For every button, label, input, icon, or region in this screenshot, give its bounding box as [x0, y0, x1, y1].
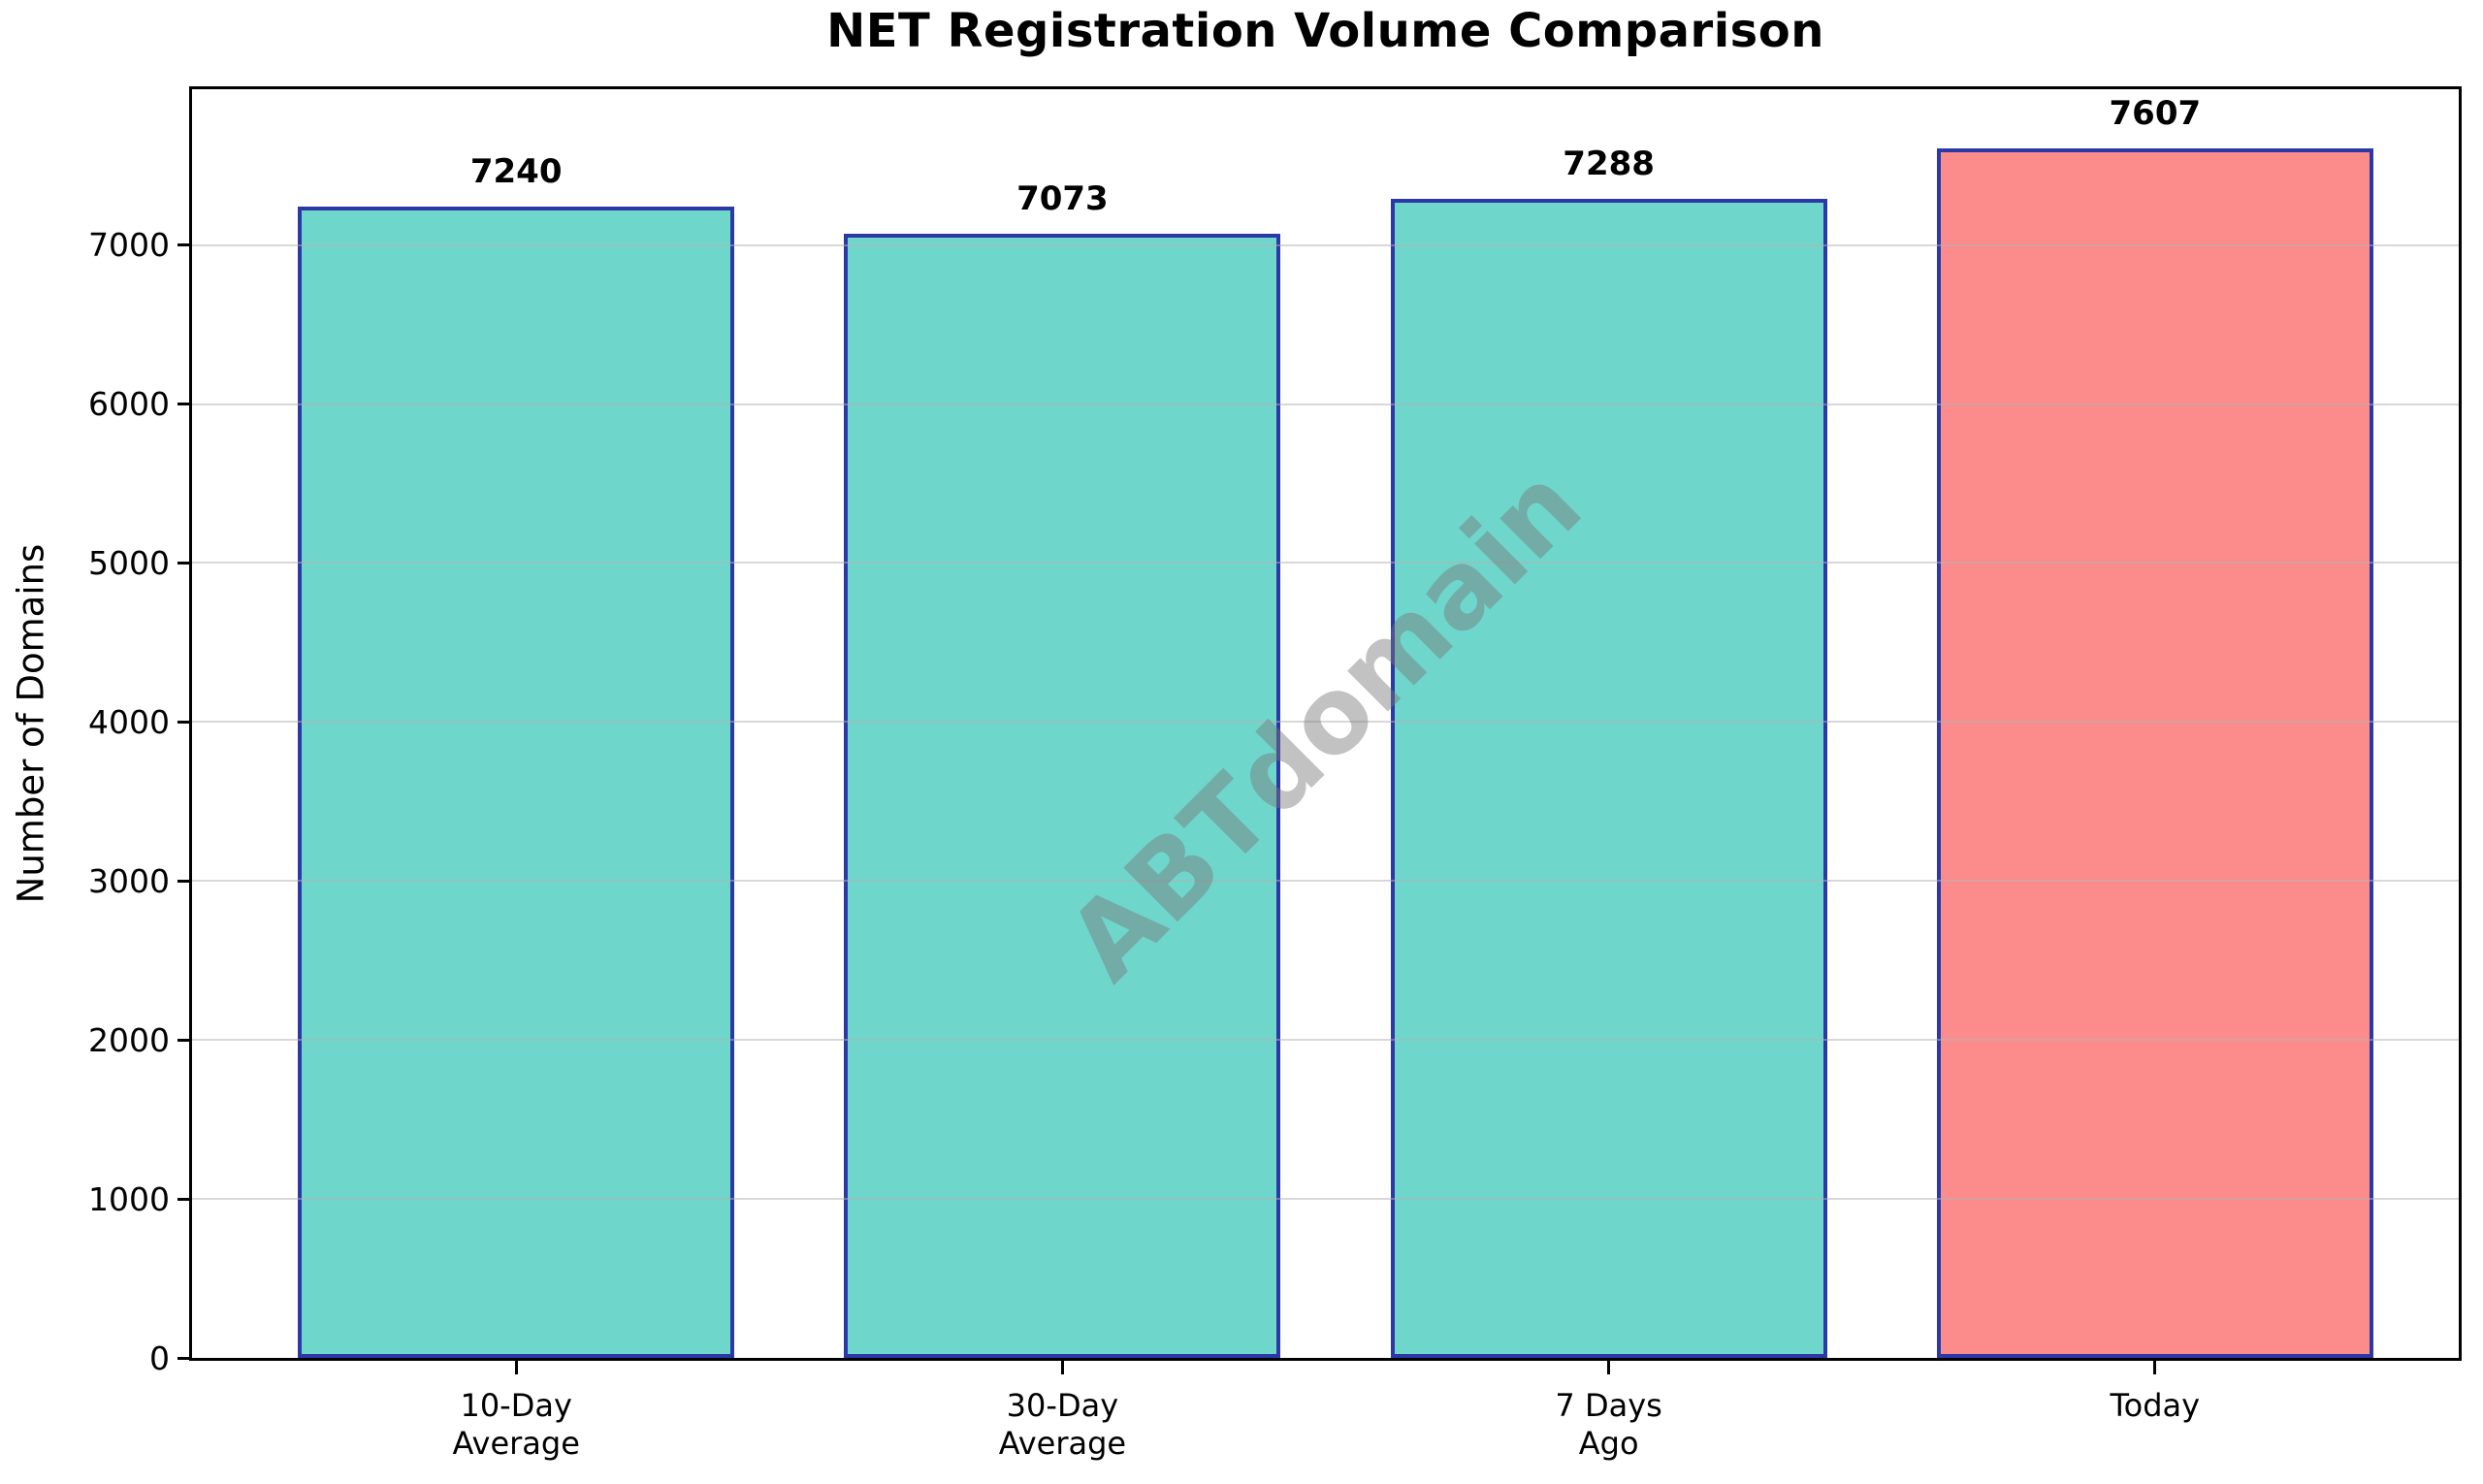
bar-group-7-days-ago: 7288 — [1390, 89, 1827, 1358]
y-tick-mark-5000 — [177, 561, 191, 565]
bar-7-days-ago — [1390, 199, 1827, 1358]
y-tick-mark-4000 — [177, 720, 191, 724]
x-tick-mark-3 — [2153, 1361, 2157, 1374]
x-tick-mark-1 — [1060, 1361, 1064, 1374]
gridline-1000 — [192, 1198, 2459, 1201]
x-tick-mark-0 — [514, 1361, 518, 1374]
gridline-2000 — [192, 1039, 2459, 1042]
x-tick-label-7-days-ago: 7 Days Ago — [1555, 1387, 1662, 1462]
gridline-7000 — [192, 243, 2459, 246]
x-tick-label-30-day-average: 30-Day Average — [998, 1387, 1127, 1462]
y-tick-mark-0 — [177, 1356, 191, 1360]
bar-group-10-day-average: 7240 — [298, 89, 735, 1358]
gridline-6000 — [192, 403, 2459, 405]
y-tick-mark-1000 — [177, 1197, 191, 1201]
y-tick-mark-6000 — [177, 403, 191, 406]
y-tick-label-1000: 1000 — [88, 1179, 170, 1218]
gridline-3000 — [192, 880, 2459, 883]
y-tick-label-7000: 7000 — [88, 226, 170, 265]
y-tick-label-6000: 6000 — [88, 385, 170, 424]
bar-value-label: 7240 — [469, 152, 563, 192]
plot-area: 7240 7073 7288 7607 ABTdomain — [189, 86, 2462, 1361]
x-tick-label-10-day-average: 10-Day Average — [452, 1387, 580, 1462]
y-tick-label-0: 0 — [149, 1339, 170, 1377]
x-tick-label-today: Today — [2110, 1387, 2201, 1424]
y-tick-mark-3000 — [177, 879, 191, 883]
y-tick-mark-7000 — [177, 243, 191, 247]
bar-value-label: 7073 — [1016, 178, 1109, 218]
gridline-5000 — [192, 562, 2459, 565]
bar-value-label: 7288 — [1563, 145, 1655, 184]
y-tick-label-2000: 2000 — [88, 1020, 170, 1059]
bar-group-today: 7607 — [1936, 89, 2373, 1358]
y-tick-label-4000: 4000 — [88, 702, 170, 741]
bar-today — [1936, 148, 2373, 1358]
chart-title: NET Registration Volume Comparison — [826, 4, 1824, 58]
gridline-4000 — [192, 721, 2459, 724]
bar-value-label: 7607 — [2109, 94, 2202, 134]
y-tick-label-3000: 3000 — [88, 861, 170, 900]
y-tick-mark-2000 — [177, 1038, 191, 1042]
bar-10-day-average — [298, 207, 735, 1358]
bar-group-30-day-average: 7073 — [844, 89, 1281, 1358]
bar-30-day-average — [844, 233, 1281, 1358]
x-tick-mark-2 — [1607, 1361, 1611, 1374]
y-tick-label-5000: 5000 — [88, 543, 170, 582]
